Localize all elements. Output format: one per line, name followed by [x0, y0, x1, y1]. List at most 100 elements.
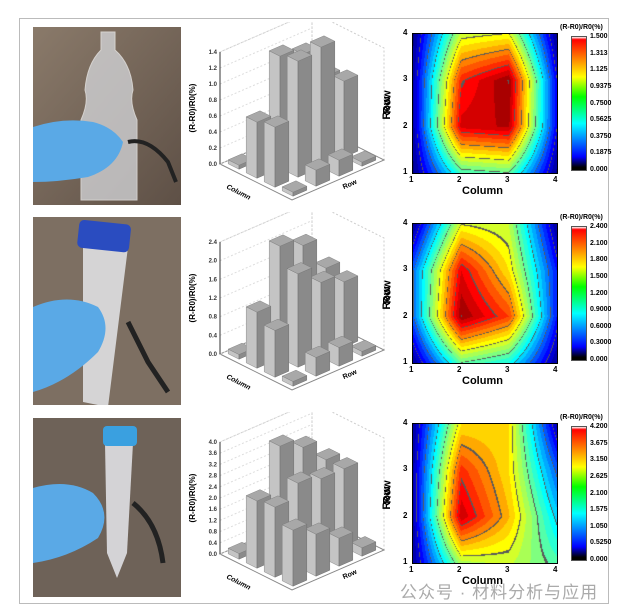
- colorbar-tick-label: 0.000: [590, 166, 608, 173]
- z-tick-label: 1.2: [209, 518, 218, 524]
- bar-chart-3d-2: 0.0 0.4 0.8 1.2 1.6 2.0 2.4 (R-R0)/R0(%) Column R…: [188, 212, 393, 392]
- bar: [327, 526, 354, 567]
- bar-top-face: [327, 526, 354, 539]
- y-tick-label: 4: [403, 418, 408, 427]
- bar-top-face: [332, 69, 359, 82]
- colorbar-tick-label: 0.3750: [590, 132, 612, 140]
- z-tick-label: 1.2: [209, 296, 218, 302]
- bar-top-face: [332, 457, 359, 470]
- gridline: [219, 276, 313, 318]
- gridline: [219, 502, 313, 544]
- bar: [332, 69, 359, 158]
- bar: [350, 339, 377, 357]
- bar-top-face: [281, 518, 308, 531]
- z-tick-label: 0.0: [209, 552, 218, 558]
- bar-side-face: [320, 40, 336, 168]
- bar-top-face: [314, 448, 341, 461]
- z-tick-label: 0.4: [209, 130, 218, 136]
- z-tick-label: 0.8: [209, 315, 218, 321]
- z-tick-label: 0.2: [209, 146, 218, 152]
- x-tick-label: 1: [409, 175, 414, 184]
- z-tick-label: 2.4: [209, 485, 218, 491]
- bar-top-face: [350, 150, 377, 163]
- contour-map-1: 1 2 3 4 1 2 3 4 Column Row (R-R0)/R0(%) 1.500 1.313 1…: [380, 22, 620, 212]
- z-axis-label: (R-R0)/R0(%): [188, 273, 197, 322]
- gridline: [219, 107, 313, 149]
- colorbar-tick-label: 3.150: [590, 456, 608, 464]
- gridline: [219, 435, 313, 477]
- z-tick-label: 2.8: [209, 474, 218, 480]
- z-tick-label: 1.6: [209, 507, 218, 513]
- z-tick-label: 0.0: [209, 162, 218, 168]
- gridline: [219, 468, 313, 510]
- bar-top-face: [281, 180, 308, 193]
- z-tick-label: 1.6: [209, 277, 218, 283]
- gridline: [219, 91, 313, 133]
- y-axis-label: Row: [381, 89, 394, 114]
- bar-top-face: [263, 318, 290, 331]
- bar-side-face: [274, 324, 290, 378]
- bar-top-face: [245, 489, 272, 502]
- contour-map-3: 1 2 3 4 1 2 3 4 Column Row (R-R0)/R0(%) 4.200 3.675 3…: [380, 412, 620, 602]
- bar-top-face: [309, 270, 336, 283]
- colorbar-tick-label: 1.500: [590, 33, 608, 40]
- bar-top-face: [327, 335, 354, 348]
- colorbar-tick-label: 3.675: [590, 439, 608, 447]
- contour-plot-area: [412, 33, 558, 174]
- bar: [309, 35, 336, 168]
- bar-top-face: [291, 435, 318, 448]
- y-tick-label: 2: [403, 310, 408, 320]
- bar-front-face: [263, 324, 276, 378]
- bar: [350, 150, 377, 167]
- bar-front-face: [263, 121, 276, 188]
- bar-top-face: [286, 471, 313, 484]
- row-label: Row: [381, 96, 393, 120]
- gridline: [219, 412, 291, 443]
- bar-top-face: [268, 44, 295, 57]
- gridline: [219, 457, 313, 499]
- gridline: [219, 238, 313, 280]
- bar-top-face: [314, 256, 341, 269]
- bar-side-face: [343, 74, 359, 158]
- bar-top-face: [309, 35, 336, 48]
- bar: [304, 345, 331, 377]
- contour-map-2: 1 2 3 4 1 2 3 4 Column Row (R-R0)/R0(%) 2.400 2.100 1…: [380, 212, 620, 402]
- colorbar: [571, 426, 587, 561]
- gridline: [219, 43, 313, 85]
- x-tick-label: 1: [409, 565, 414, 574]
- x-axis-label: Column: [225, 574, 251, 592]
- bar-chart-3d-1: 0.0 0.2 0.4 0.6 0.8 1.0 1.2 1.4 (R-R0)/R0(%) Colu…: [188, 22, 393, 202]
- x-axis-label: Column: [225, 374, 251, 392]
- x-tick-label: 4: [553, 365, 558, 374]
- x-axis-label: Column: [462, 375, 503, 387]
- colorbar-tick-label: 1.313: [590, 49, 608, 57]
- bar-top-face: [304, 345, 331, 358]
- bar-side-face: [343, 275, 359, 348]
- y-tick-label: 4: [403, 218, 408, 227]
- bar-top-face: [291, 233, 318, 246]
- cap-icon: [77, 219, 131, 253]
- gridline: [219, 423, 313, 465]
- gridline: [219, 59, 313, 101]
- colorbar-tick-label: 2.400: [590, 223, 608, 230]
- y-tick-label: 4: [403, 28, 408, 37]
- bar: [304, 158, 331, 187]
- gridline: [219, 220, 313, 262]
- bar: [286, 262, 313, 368]
- bar-top-face: [327, 148, 354, 161]
- colorbar-tick-label: 1.050: [590, 522, 608, 530]
- z-tick-label: 0.0: [209, 352, 218, 358]
- x-tick-label: 2: [457, 175, 462, 184]
- bar-front-face: [246, 306, 258, 369]
- gridline: [219, 257, 313, 299]
- photo-large-tube: [33, 217, 181, 405]
- bar-top-face: [332, 270, 359, 283]
- x-tick-label: 1: [409, 365, 414, 374]
- bar-side-face: [274, 120, 290, 188]
- z-tick-label: 0.8: [209, 530, 218, 536]
- colorbar-tick-label: 0.000: [590, 556, 608, 563]
- bar-side-face: [315, 527, 331, 577]
- z-tick-label: 3.6: [209, 451, 218, 457]
- bar-front-face: [281, 524, 294, 587]
- bar: [281, 369, 308, 387]
